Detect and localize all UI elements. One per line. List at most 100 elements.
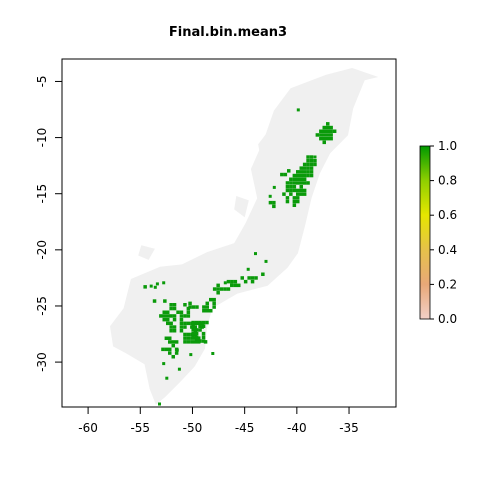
presence-cell: [179, 314, 184, 318]
presence-cell: [326, 133, 330, 137]
presence-cell: [183, 336, 187, 340]
presence-cell: [179, 310, 184, 314]
chart-title: Final.bin.mean3: [169, 25, 287, 40]
presence-cell: [162, 317, 166, 322]
presence-cell: [172, 329, 177, 333]
presence-cell: [230, 283, 233, 287]
presence-cell: [183, 303, 187, 307]
presence-cell: [219, 287, 224, 291]
presence-cell: [302, 177, 307, 181]
presence-cell: [302, 170, 307, 174]
presence-cell: [230, 279, 234, 284]
presence-cell: [313, 159, 317, 163]
presence-cell: [322, 140, 326, 145]
presence-cell: [216, 283, 220, 288]
presence-cell: [209, 297, 213, 302]
presence-cell: [226, 287, 231, 291]
presence-cell: [289, 188, 293, 193]
presence-cell: [172, 303, 177, 307]
presence-cell: [250, 279, 255, 284]
presence-cell: [306, 166, 310, 170]
presence-cell: [194, 335, 199, 340]
presence-cell: [254, 252, 257, 256]
presence-cell: [322, 136, 326, 141]
presence-cell: [302, 173, 307, 178]
presence-cell: [264, 259, 268, 263]
presence-cell: [296, 188, 300, 193]
presence-cell: [322, 129, 326, 133]
presence-cell: [166, 314, 170, 318]
presence-cell: [309, 166, 314, 170]
presence-cell: [169, 329, 173, 333]
presence-cell: [152, 299, 157, 303]
presence-cell: [296, 170, 300, 174]
presence-cell: [198, 320, 202, 325]
presence-cell: [159, 314, 163, 318]
presence-cell: [250, 276, 255, 280]
presence-cell: [292, 188, 297, 193]
colorbar-ticks: 0.0 0.2 0.4 0.6 0.8 1.0: [430, 139, 457, 326]
presence-cell: [212, 305, 216, 309]
presence-cell: [174, 351, 179, 355]
land-polygon: [110, 68, 379, 405]
presence-cell: [329, 125, 333, 130]
presence-cell: [247, 276, 251, 280]
x-tick-label: -40: [287, 421, 307, 435]
presence-cell: [326, 125, 330, 130]
presence-cell: [233, 283, 238, 288]
presence-cell: [179, 329, 184, 333]
presence-cell: [296, 181, 300, 185]
presence-cell: [226, 279, 231, 284]
presence-cell: [261, 272, 265, 276]
presence-cell: [329, 133, 333, 137]
presence-cell: [198, 328, 202, 332]
presence-cell: [168, 336, 172, 340]
presence-cell: [169, 325, 173, 329]
presence-cell: [205, 305, 209, 309]
presence-cell: [193, 325, 197, 329]
colorbar-tick-label: 0.6: [438, 208, 457, 222]
presence-cell: [322, 133, 326, 137]
presence-cell: [326, 136, 330, 141]
presence-cell: [315, 133, 320, 137]
y-tick-label: -15: [35, 184, 49, 204]
presence-cell: [198, 339, 202, 343]
presence-cell: [149, 284, 153, 288]
presence-cell: [296, 199, 300, 204]
y-tick-label: -20: [35, 240, 49, 260]
presence-cell: [179, 317, 184, 322]
presence-cell: [179, 325, 184, 329]
presence-cell: [299, 185, 303, 189]
presence-cell: [296, 173, 300, 178]
land-polygon: [138, 245, 155, 260]
colorbar-tick-label: 0.2: [438, 277, 457, 291]
presence-cell: [198, 324, 202, 328]
presence-cell: [174, 340, 179, 344]
presence-cell: [186, 314, 191, 318]
presence-cell: [309, 170, 314, 174]
presence-cell: [296, 196, 300, 200]
presence-cell: [302, 181, 307, 185]
presence-cell: [161, 347, 165, 352]
presence-cell: [299, 192, 303, 196]
presence-cell: [292, 181, 297, 185]
presence-cell: [302, 162, 307, 167]
presence-cell: [158, 402, 161, 406]
presence-cell: [169, 303, 173, 307]
presence-cell: [292, 173, 297, 178]
presence-cell: [191, 328, 195, 332]
presence-cell: [313, 155, 317, 159]
presence-cell: [205, 301, 209, 306]
presence-cell: [309, 159, 314, 163]
colorbar-tick-label: 0.0: [438, 312, 457, 326]
presence-cell: [289, 181, 293, 185]
presence-cell: [153, 285, 157, 289]
presence-cell: [292, 185, 297, 189]
presence-cell: [285, 185, 290, 189]
presence-cell: [164, 336, 169, 340]
x-tick-label: -60: [78, 421, 98, 435]
y-tick-label: -5: [35, 75, 49, 87]
presence-cell: [186, 306, 191, 311]
presence-cell: [186, 321, 191, 326]
presence-cell: [332, 129, 337, 133]
